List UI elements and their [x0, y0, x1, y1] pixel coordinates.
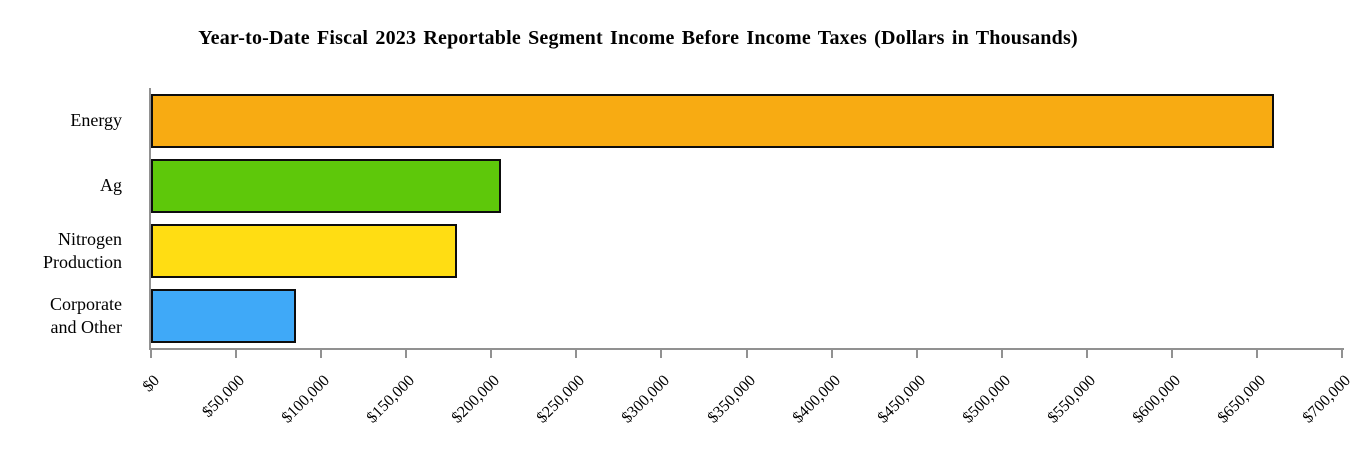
x-tick-label-650-000: $650,000	[1214, 372, 1269, 427]
y-axis-line	[149, 88, 151, 350]
x-tick-mark-0	[150, 350, 152, 358]
x-tick-label-250-000: $250,000	[533, 372, 589, 427]
x-tick-label-50-000: $50,000	[199, 372, 249, 421]
y-axis-label-line: Production	[43, 252, 122, 273]
x-tick-mark-150-000	[405, 350, 408, 358]
x-tick-label-0: $0	[139, 372, 164, 396]
y-axis-label-energy: Energy	[0, 88, 122, 153]
x-tick-label-150-000: $150,000	[363, 372, 419, 427]
y-axis-label-ag: Ag	[0, 153, 122, 218]
y-axis-label-line: Energy	[70, 110, 122, 131]
x-tick-label-600-000: $600,000	[1129, 372, 1184, 427]
x-tick-label-400-000: $400,000	[789, 372, 844, 427]
x-tick-mark-50-000	[235, 350, 238, 358]
bar-ag	[151, 158, 502, 213]
y-axis-label-line: Nitrogen	[58, 229, 122, 250]
x-tick-mark-400-000	[830, 350, 833, 358]
x-tick-mark-350-000	[745, 350, 748, 358]
x-tick-label-350-000: $350,000	[704, 372, 759, 427]
bar-energy	[151, 93, 1274, 148]
x-tick-mark-250-000	[575, 350, 578, 358]
bar-nitrogen-production	[151, 224, 458, 278]
x-tick-mark-550-000	[1085, 350, 1088, 358]
x-tick-mark-200-000	[490, 350, 493, 358]
x-tick-mark-500-000	[1000, 350, 1003, 358]
x-tick-mark-450-000	[915, 350, 918, 358]
x-tick-mark-600-000	[1170, 350, 1173, 358]
x-tick-label-700-000: $700,000	[1299, 372, 1355, 427]
y-axis-label-line: Corporate	[50, 294, 122, 315]
chart-title: Year-to-Date Fiscal 2023 Reportable Segm…	[198, 27, 1078, 49]
y-axis-labels: Energy Ag Nitrogen Production Corporate and O…	[0, 88, 122, 349]
x-axis-line	[149, 348, 1344, 350]
x-tick-label-500-000: $500,000	[959, 372, 1014, 427]
y-axis-label-nitrogen-production: Nitrogen Production	[0, 219, 122, 284]
x-tick-mark-700-000	[1341, 350, 1343, 358]
plot-area: $0 $50,000 $100,000 $150,000 $200,000 $250,00…	[140, 88, 1354, 426]
y-axis-label-corporate-and-other: Corporate and Other	[0, 284, 122, 349]
x-tick-label-100-000: $100,000	[278, 372, 334, 427]
bar-corporate-and-other	[151, 289, 296, 344]
y-axis-label-line: and Other	[50, 317, 122, 338]
x-tick-mark-100-000	[320, 350, 323, 358]
x-tick-label-200-000: $200,000	[448, 372, 504, 427]
x-tick-label-300-000: $300,000	[619, 372, 674, 427]
x-tick-label-450-000: $450,000	[874, 372, 929, 427]
y-axis-label-line: Ag	[100, 175, 122, 196]
x-tick-mark-300-000	[660, 350, 663, 358]
x-tick-mark-650-000	[1255, 350, 1258, 358]
x-tick-label-550-000: $550,000	[1044, 372, 1099, 427]
